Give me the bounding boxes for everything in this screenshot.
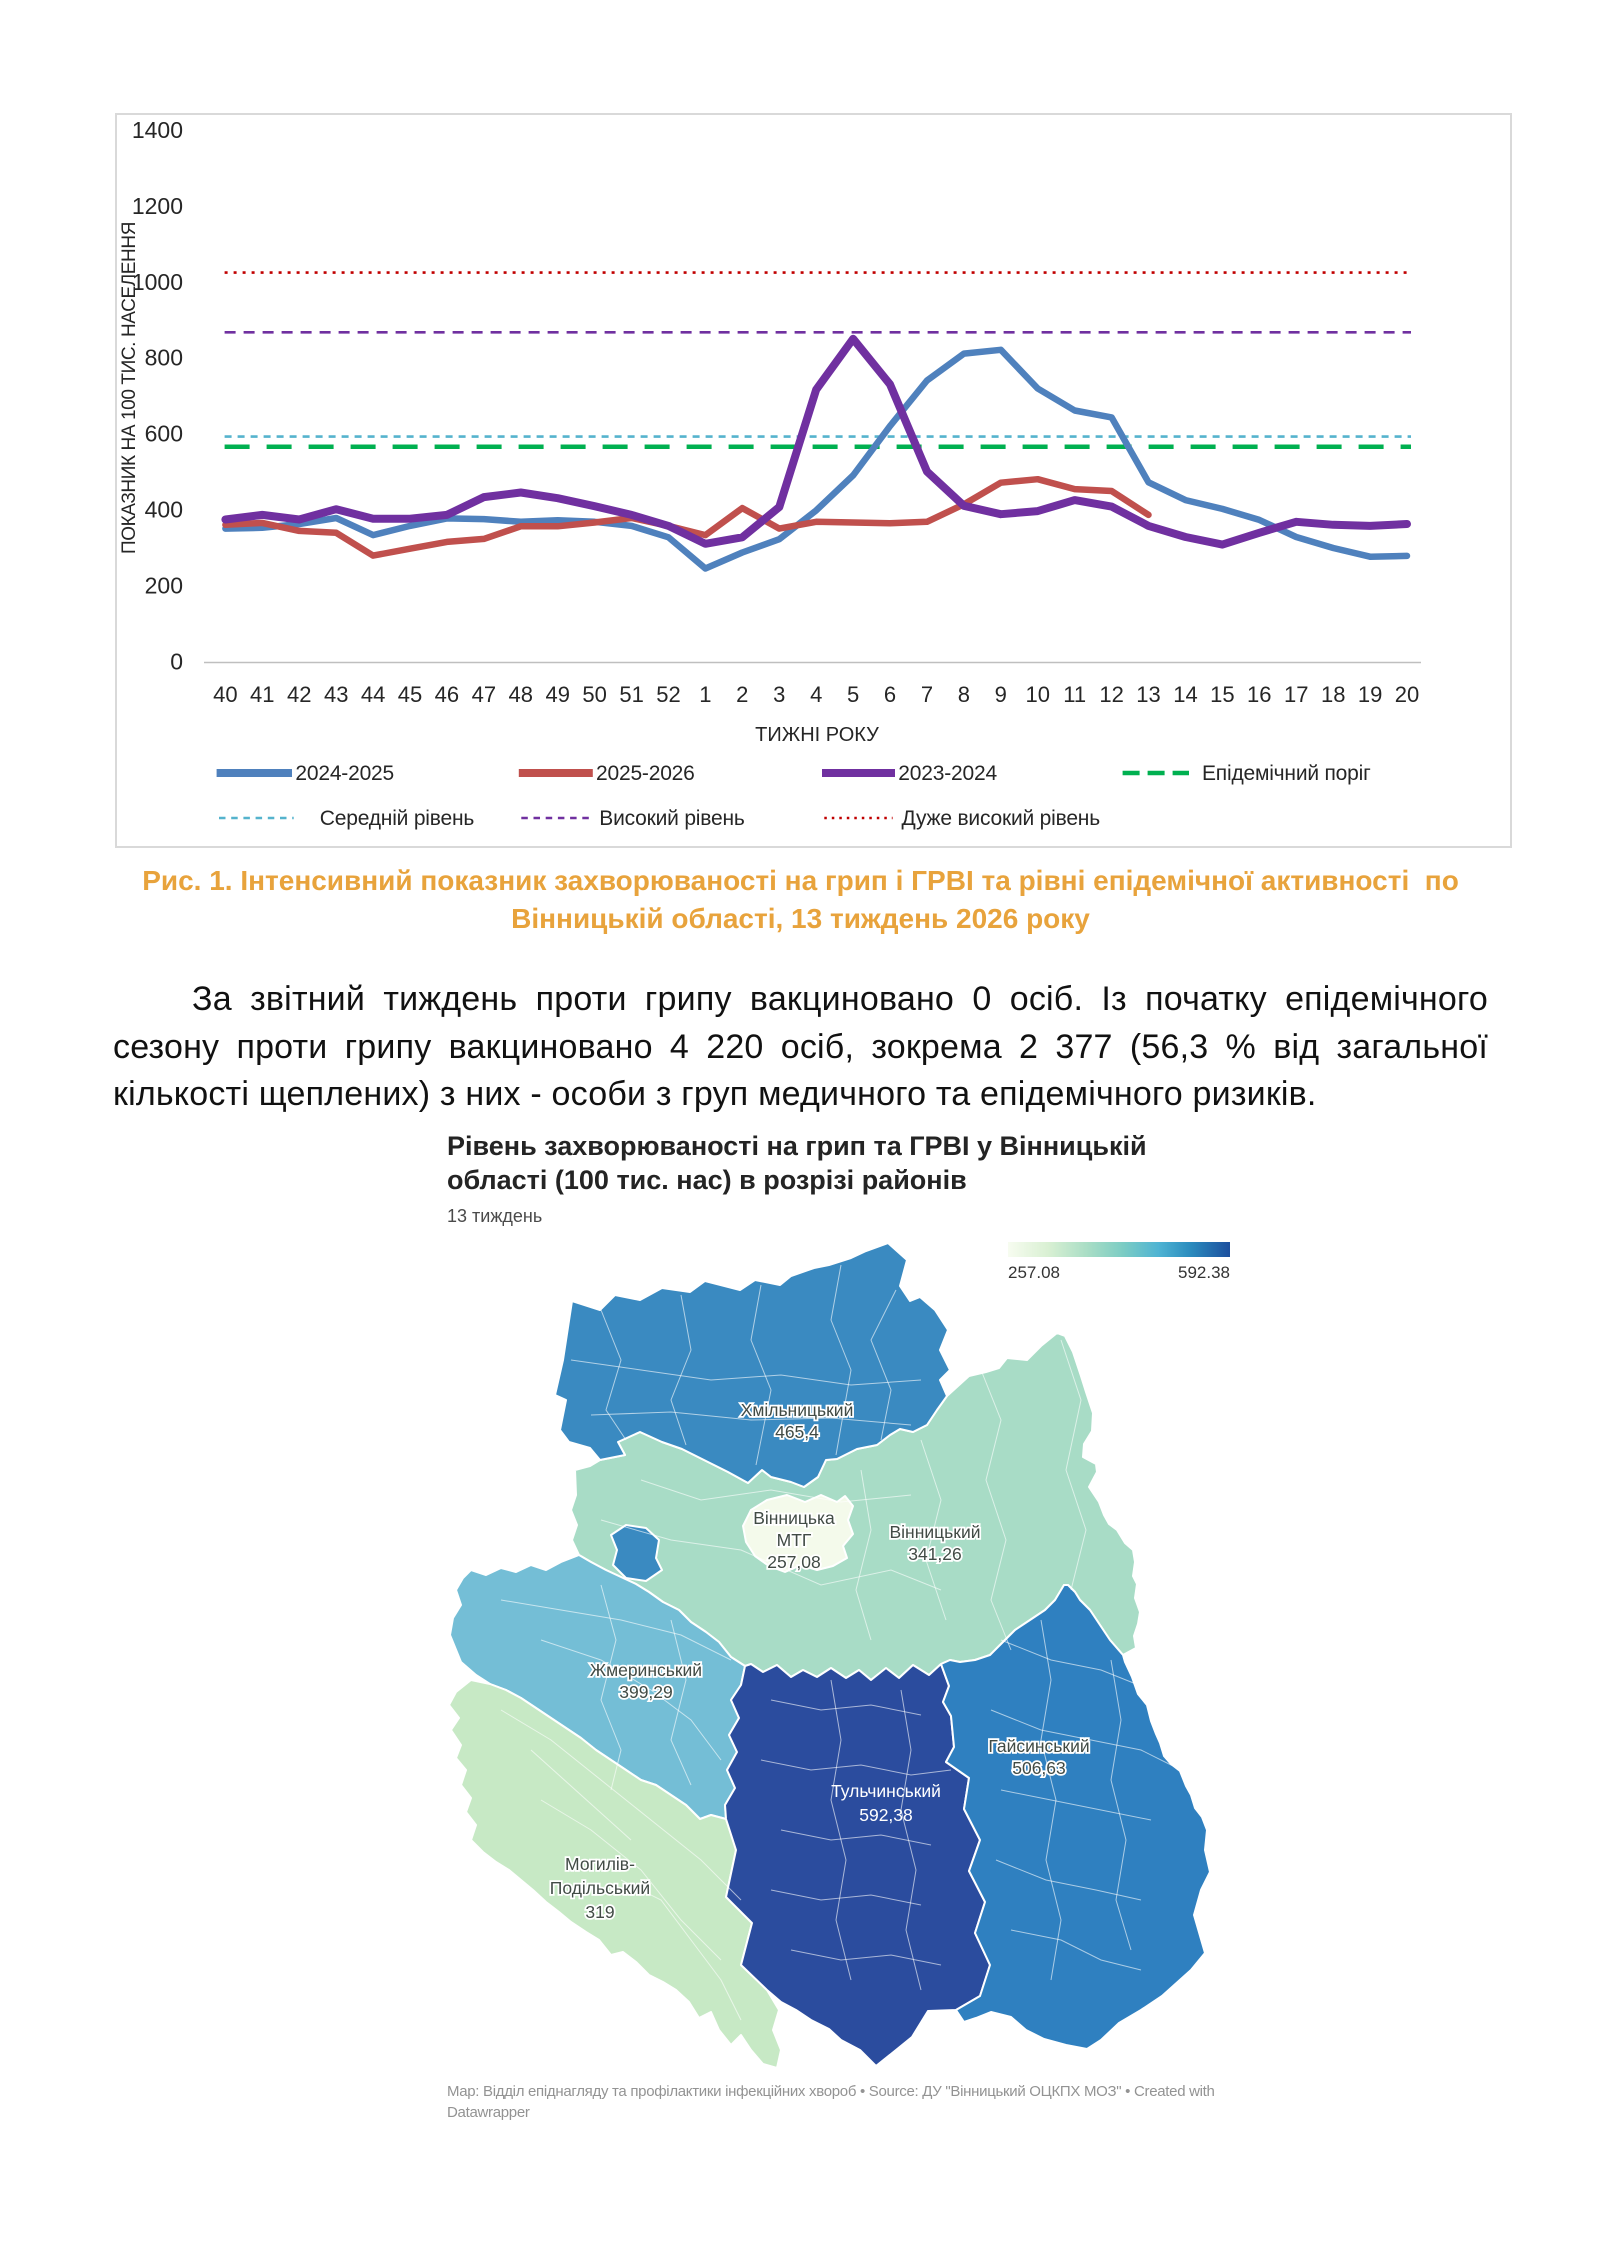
svg-text:1200: 1200: [132, 193, 183, 219]
svg-text:Подільський: Подільський: [550, 1878, 650, 1898]
svg-text:48: 48: [509, 682, 533, 707]
svg-text:2024-2025: 2024-2025: [295, 762, 394, 785]
svg-text:18: 18: [1321, 682, 1345, 707]
svg-text:12: 12: [1099, 682, 1123, 707]
svg-text:7: 7: [921, 682, 933, 707]
svg-text:51: 51: [619, 682, 643, 707]
svg-text:11: 11: [1063, 682, 1086, 707]
svg-text:Середній рівень: Середній рівень: [320, 807, 475, 830]
svg-text:МТГ: МТГ: [777, 1530, 812, 1550]
svg-text:49: 49: [545, 682, 569, 707]
svg-text:50: 50: [582, 682, 606, 707]
svg-text:506,63: 506,63: [1012, 1758, 1066, 1778]
svg-text:4: 4: [810, 682, 822, 707]
svg-text:200: 200: [145, 573, 183, 599]
svg-text:1000: 1000: [132, 269, 183, 295]
svg-text:9: 9: [995, 682, 1007, 707]
svg-text:1400: 1400: [132, 117, 183, 143]
svg-text:16: 16: [1247, 682, 1271, 707]
svg-text:14: 14: [1173, 682, 1197, 707]
svg-text:5: 5: [847, 682, 859, 707]
svg-text:52: 52: [656, 682, 680, 707]
svg-text:Жмеринський: Жмеринський: [590, 1660, 702, 1680]
svg-text:45: 45: [398, 682, 422, 707]
svg-text:43: 43: [324, 682, 348, 707]
svg-text:40: 40: [213, 682, 237, 707]
svg-text:592,38: 592,38: [859, 1805, 913, 1825]
svg-text:341,26: 341,26: [908, 1544, 962, 1564]
svg-text:8: 8: [958, 682, 970, 707]
svg-text:Могилів-: Могилів-: [565, 1854, 635, 1874]
svg-text:17: 17: [1284, 682, 1308, 707]
svg-text:465,4: 465,4: [775, 1422, 819, 1442]
svg-text:Гайсинський: Гайсинський: [988, 1736, 1089, 1756]
svg-text:0: 0: [170, 649, 183, 675]
svg-text:46: 46: [435, 682, 459, 707]
svg-text:257,08: 257,08: [767, 1552, 821, 1572]
svg-text:20: 20: [1395, 682, 1419, 707]
svg-text:19: 19: [1358, 682, 1382, 707]
svg-text:3: 3: [773, 682, 785, 707]
svg-text:15: 15: [1210, 682, 1234, 707]
svg-text:ПОКАЗНИК НА 100 ТИС. НАСЕЛЕННЯ: ПОКАЗНИК НА 100 ТИС. НАСЕЛЕННЯ: [119, 222, 140, 554]
svg-text:Високий рівень: Високий рівень: [599, 807, 745, 830]
svg-text:10: 10: [1025, 682, 1049, 707]
svg-text:Вінницький: Вінницький: [889, 1522, 980, 1542]
svg-text:41: 41: [250, 682, 274, 707]
svg-text:400: 400: [145, 497, 183, 523]
svg-text:13: 13: [1136, 682, 1160, 707]
svg-text:1: 1: [699, 682, 711, 707]
svg-text:600: 600: [145, 421, 183, 447]
svg-text:Епідемічний поріг: Епідемічний поріг: [1202, 762, 1371, 785]
svg-text:399,29: 399,29: [619, 1682, 673, 1702]
svg-text:42: 42: [287, 682, 311, 707]
svg-text:Вінницька: Вінницька: [753, 1508, 835, 1528]
svg-text:2023-2024: 2023-2024: [898, 762, 997, 785]
svg-text:2: 2: [736, 682, 748, 707]
svg-text:6: 6: [884, 682, 896, 707]
svg-text:Дуже високий рівень: Дуже високий рівень: [902, 807, 1101, 830]
svg-text:2025-2026: 2025-2026: [596, 762, 695, 785]
svg-text:ТИЖНІ РОКУ: ТИЖНІ РОКУ: [755, 724, 879, 746]
svg-text:319: 319: [585, 1902, 614, 1922]
svg-text:800: 800: [145, 345, 183, 371]
svg-text:47: 47: [472, 682, 496, 707]
svg-text:44: 44: [361, 682, 385, 707]
svg-text:Хмільницький: Хмільницький: [741, 1400, 854, 1420]
svg-text:Тульчинський: Тульчинський: [831, 1781, 941, 1801]
